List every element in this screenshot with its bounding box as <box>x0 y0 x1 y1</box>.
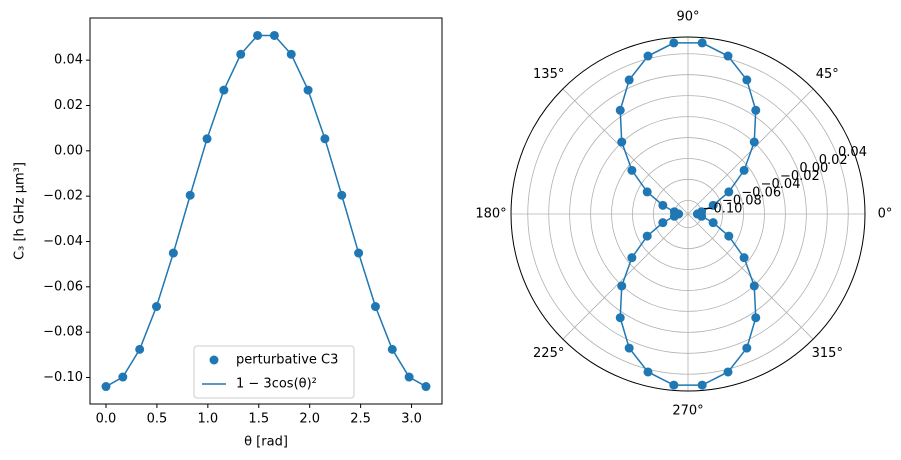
angle-label: 90° <box>676 10 699 25</box>
data-point <box>658 200 668 210</box>
series-line <box>105 34 427 388</box>
data-point <box>643 367 653 377</box>
data-point <box>751 313 761 323</box>
data-point <box>658 218 668 228</box>
radial-tick-label: −0.02 <box>780 169 820 184</box>
polar-frame <box>510 36 866 392</box>
radial-tick-label: 0.00 <box>799 161 828 176</box>
data-point <box>739 165 749 175</box>
radial-tick-label: −0.08 <box>722 193 762 208</box>
y-tick-label: −0.02 <box>43 189 83 204</box>
data-point <box>669 211 679 221</box>
data-point <box>724 231 734 241</box>
y-tick-label: −0.06 <box>43 279 83 294</box>
plot-frame <box>89 17 443 405</box>
x-tick-label: 0.5 <box>147 412 168 427</box>
data-point <box>692 209 702 219</box>
x-tick-label: 1.5 <box>248 412 269 427</box>
radial-tick-label: −0.10 <box>703 201 743 216</box>
data-point <box>739 253 749 263</box>
data-point <box>642 231 652 241</box>
x-tick-label: 0.0 <box>96 412 117 427</box>
data-point <box>749 137 759 147</box>
data-point <box>723 367 733 377</box>
radial-tick-label: −0.06 <box>741 185 781 200</box>
data-point <box>723 51 733 61</box>
x-tick-label: 1.0 <box>197 412 218 427</box>
radial-tick-label: 0.02 <box>819 153 848 168</box>
angle-label: 315° <box>812 346 843 361</box>
radial-tick-label: 0.04 <box>838 145 867 160</box>
y-tick-label: 0.02 <box>54 98 83 113</box>
angle-label: 225° <box>533 346 564 361</box>
angle-label: 270° <box>672 404 703 419</box>
data-point <box>643 51 653 61</box>
x-axis-label: θ [rad] <box>244 435 288 450</box>
radial-tick-label: −0.04 <box>761 177 801 192</box>
data-point <box>615 105 625 115</box>
legend-marker <box>209 355 219 365</box>
data-point <box>742 75 752 85</box>
data-point <box>624 75 634 85</box>
data-point <box>751 105 761 115</box>
data-point <box>749 281 759 291</box>
angle-label: 45° <box>816 67 839 82</box>
legend-label: 1 − 3cos(θ)² <box>236 377 317 392</box>
angle-label: 135° <box>533 67 564 82</box>
data-point <box>627 253 637 263</box>
legend-label: perturbative C3 <box>236 353 338 368</box>
x-tick-label: 3.0 <box>401 412 422 427</box>
data-point <box>627 165 637 175</box>
x-tick-label: 2.5 <box>350 412 371 427</box>
data-point <box>624 343 634 353</box>
data-point <box>617 281 627 291</box>
y-tick-label: −0.10 <box>43 370 83 385</box>
y-axis-label: C₃ [h GHz μm³] <box>13 162 28 260</box>
data-point <box>669 38 679 48</box>
x-tick-label: 2.0 <box>299 412 320 427</box>
data-point <box>615 313 625 323</box>
y-tick-label: −0.08 <box>43 325 83 340</box>
data-point <box>697 38 707 48</box>
data-point <box>697 380 707 390</box>
y-tick-label: −0.04 <box>43 234 83 249</box>
data-point <box>708 200 718 210</box>
y-tick-label: 0.04 <box>54 53 83 68</box>
angle-label: 180° <box>475 207 506 222</box>
data-point <box>708 218 718 228</box>
angle-label: 0° <box>878 207 893 222</box>
data-point <box>642 187 652 197</box>
data-point <box>617 137 627 147</box>
data-point <box>669 380 679 390</box>
y-tick-label: 0.00 <box>54 143 83 158</box>
legend-box <box>193 345 355 399</box>
data-point <box>724 187 734 197</box>
data-point <box>742 343 752 353</box>
